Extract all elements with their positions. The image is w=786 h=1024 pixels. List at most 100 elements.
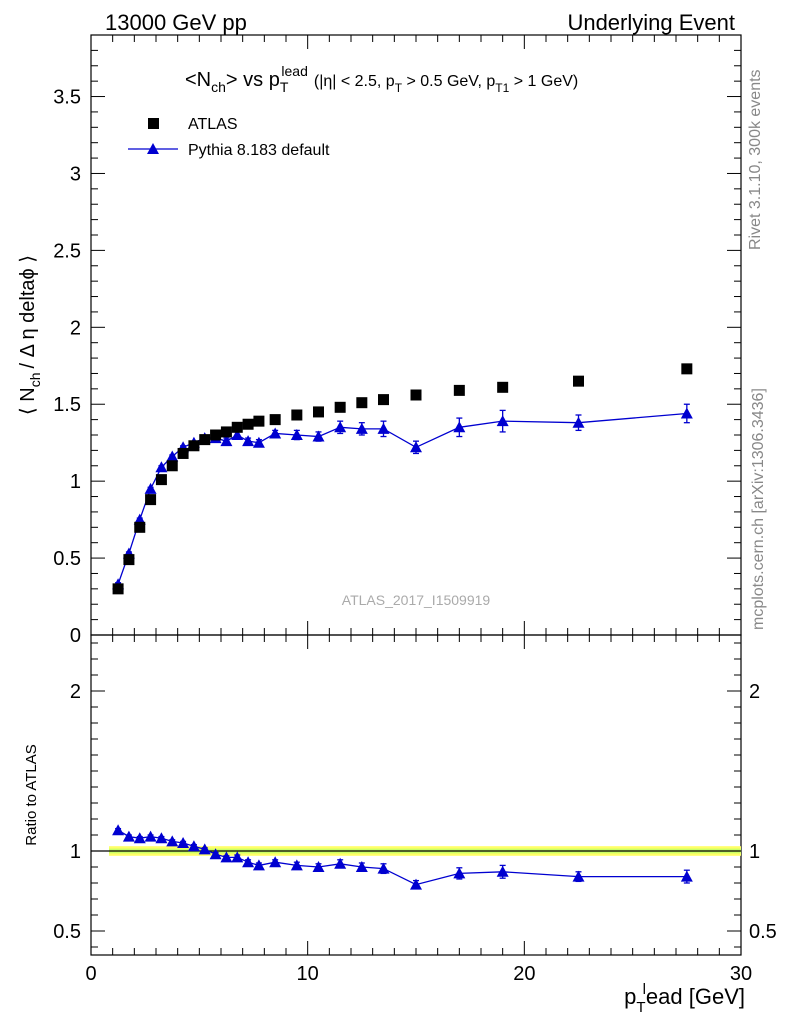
ratio-pythia-point bbox=[410, 878, 422, 890]
plot-title-pt-sup: lead bbox=[281, 63, 307, 79]
mcplots-label: mcplots.cern.ch [arXiv:1306.3436] bbox=[750, 388, 767, 630]
atlas-point bbox=[242, 418, 254, 430]
pythia-point bbox=[290, 429, 303, 440]
atlas-point bbox=[497, 381, 509, 393]
atlas-point bbox=[410, 389, 422, 401]
ratio-pythia-point bbox=[198, 843, 211, 855]
ratio-pythia-point bbox=[166, 835, 179, 847]
pythia-point bbox=[572, 416, 585, 428]
pythia-point bbox=[166, 450, 179, 462]
pythia-point bbox=[220, 435, 233, 447]
header-left: 13000 GeV pp bbox=[105, 10, 247, 35]
ratio-pythia-point bbox=[377, 862, 390, 874]
main-y-tick-label: 1.5 bbox=[53, 394, 81, 416]
atlas-point bbox=[681, 363, 693, 375]
pythia-point bbox=[242, 435, 255, 447]
main-y-tick-label: 3 bbox=[70, 163, 81, 185]
atlas-point bbox=[188, 440, 200, 452]
y-axis-label-ratio: Ratio to ATLAS bbox=[23, 744, 40, 845]
ratio-x-tick-label: 10 bbox=[297, 963, 319, 985]
pythia-point bbox=[453, 421, 466, 433]
legend-pythia-label: Pythia 8.183 default bbox=[188, 142, 330, 159]
pythia-point bbox=[496, 415, 509, 427]
plot-title-sub: ch bbox=[211, 79, 226, 95]
pythia-point bbox=[231, 429, 244, 440]
atlas-point bbox=[210, 429, 222, 441]
ratio-pythia-point bbox=[496, 865, 509, 877]
y-axis-label-main-a: ⟨ N bbox=[17, 387, 39, 415]
pythia-point bbox=[155, 461, 168, 473]
ratio-pythia-point bbox=[680, 870, 693, 882]
plot-title-cuts-open: (|η| < 2.5, p bbox=[314, 73, 395, 90]
header-right: Underlying Event bbox=[567, 10, 735, 35]
atlas-point bbox=[231, 421, 243, 433]
main-y-tick-label: 2 bbox=[70, 317, 81, 339]
plot-title: <Nch> vs pTlead(|η| < 2.5, pT > 0.5 GeV,… bbox=[185, 63, 578, 95]
ratio-pythia-point bbox=[355, 861, 368, 872]
atlas-point bbox=[334, 401, 346, 413]
atlas-point bbox=[453, 384, 465, 396]
ratio-pythia-line bbox=[117, 829, 687, 886]
ratio-x-tick-label: 30 bbox=[730, 963, 752, 985]
x-axis-label-sub: T bbox=[636, 999, 645, 1016]
y-axis-label-main-sub: ch bbox=[27, 372, 43, 387]
atlas-point bbox=[145, 494, 157, 506]
ratio-pythia-point bbox=[269, 856, 282, 868]
ratio-panel-plot: 0 10 20 30 0.5 0.5 1 1 2 2 bbox=[53, 635, 777, 985]
ratio-y-tick-label-right: 2 bbox=[749, 681, 760, 703]
atlas-point bbox=[253, 415, 265, 427]
pythia-point bbox=[252, 436, 265, 448]
legend-atlas-label: ATLAS bbox=[188, 116, 238, 133]
atlas-point bbox=[269, 414, 281, 426]
pythia-point bbox=[144, 482, 157, 494]
x-axis-label-sup: l bbox=[643, 981, 646, 998]
atlas-point bbox=[134, 521, 146, 533]
plot-title-tail: > vs p bbox=[226, 69, 280, 91]
ratio-y-tick-label-right: 0.5 bbox=[749, 921, 777, 943]
ratio-pythia-point bbox=[231, 851, 244, 863]
atlas-point bbox=[177, 447, 189, 459]
x-axis-label: pTlead [GeV] bbox=[624, 981, 745, 1016]
main-y-tick-label: 0 bbox=[70, 625, 81, 647]
ratio-y-tick-label-right: 1 bbox=[749, 841, 760, 863]
atlas-point bbox=[291, 409, 303, 421]
plot-title-pt-sub: T bbox=[280, 79, 289, 95]
y-axis-label-main: ⟨ Nch / Δ η deltaϕ ⟩ bbox=[17, 255, 43, 415]
pythia-point bbox=[680, 407, 693, 419]
watermark: ATLAS_2017_I1509919 bbox=[342, 592, 491, 608]
ratio-pythia-point bbox=[334, 857, 347, 869]
pythia-point bbox=[377, 422, 390, 434]
legend: ATLAS Pythia 8.183 default bbox=[128, 116, 330, 159]
ratio-x-tick-label: 20 bbox=[513, 963, 535, 985]
ratio-pythia-point bbox=[242, 856, 255, 868]
main-y-tick-label: 3.5 bbox=[53, 87, 81, 109]
atlas-point bbox=[166, 460, 178, 472]
x-axis-label-p: p bbox=[624, 984, 636, 1009]
ratio-pythia-point bbox=[177, 837, 190, 848]
pythia-point bbox=[355, 422, 368, 434]
pythia-point bbox=[334, 421, 347, 433]
ratio-pythia-point bbox=[112, 824, 125, 836]
atlas-point bbox=[356, 397, 368, 409]
atlas-point bbox=[378, 394, 389, 406]
atlas-point bbox=[220, 426, 232, 438]
atlas-point bbox=[112, 583, 124, 595]
y-axis-label-main-tail: / Δ η deltaϕ ⟩ bbox=[17, 255, 39, 369]
pythia-point bbox=[269, 427, 282, 439]
pythia-point bbox=[410, 441, 422, 453]
ratio-panel-frame bbox=[90, 634, 742, 956]
ratio-y-tick-label: 2 bbox=[70, 681, 81, 703]
atlas-point bbox=[573, 375, 584, 387]
atlas-point bbox=[313, 406, 324, 418]
main-y-tick-label: 2.5 bbox=[53, 240, 81, 262]
ratio-pythia-point bbox=[290, 859, 303, 871]
atlas-point bbox=[123, 554, 135, 566]
ratio-pythia-point bbox=[133, 832, 146, 844]
ratio-pythia-point bbox=[453, 867, 466, 879]
pythia-point bbox=[312, 430, 325, 442]
plot-title-cuts-mid: > 0.5 GeV, p bbox=[402, 73, 495, 90]
ratio-pythia-point bbox=[252, 859, 265, 871]
rivet-label: Rivet 3.1.10, 300k events bbox=[747, 69, 764, 250]
ratio-pythia-point bbox=[122, 830, 135, 842]
